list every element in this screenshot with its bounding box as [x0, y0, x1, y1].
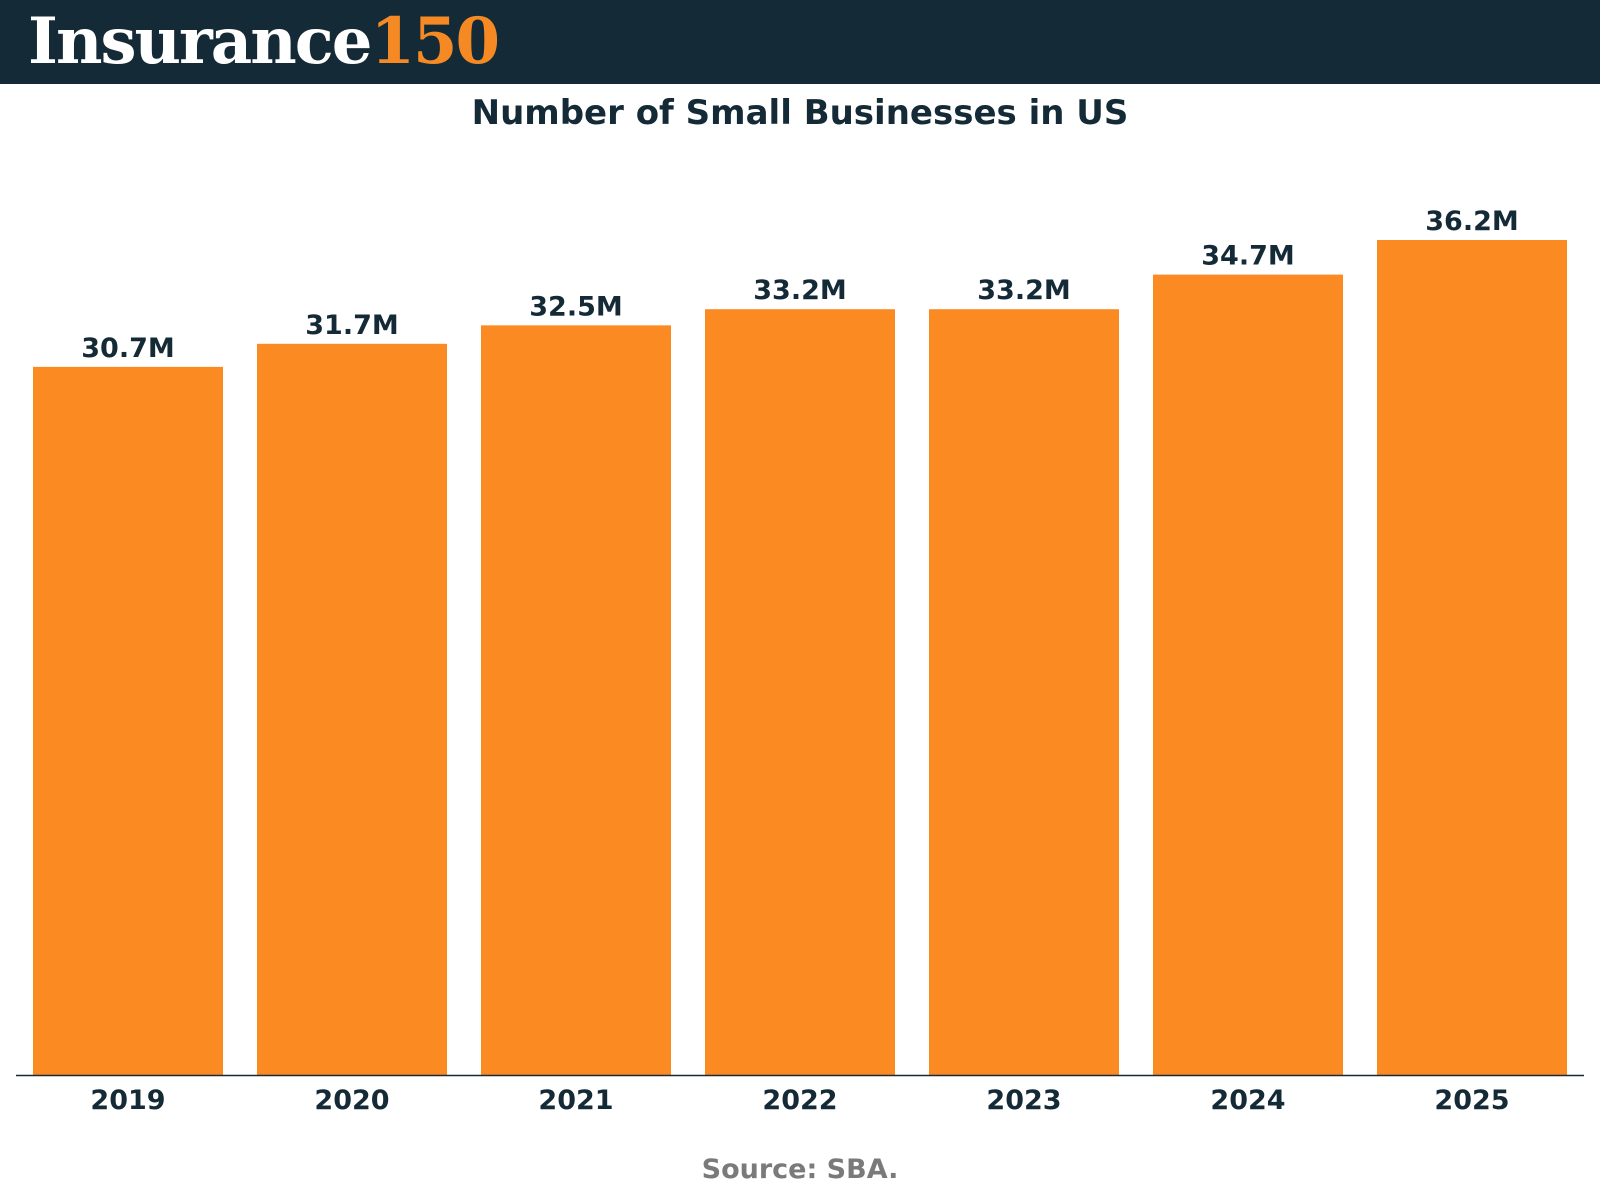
bar-value-label: 30.7M [81, 333, 175, 364]
bar-value-label: 34.7M [1201, 241, 1295, 272]
bar-2022 [705, 309, 895, 1076]
brand-logo[interactable]: Insurance150 [28, 4, 500, 80]
bar-2025 [1377, 240, 1567, 1075]
chart-title: Number of Small Businesses in US [471, 93, 1129, 133]
bar-value-label: 31.7M [305, 310, 399, 341]
bar-2024 [1153, 274, 1343, 1075]
bar-value-label: 36.2M [1425, 206, 1519, 237]
brand-logo-word: Insurance [28, 4, 372, 79]
bar-value-label: 33.2M [753, 275, 847, 306]
x-tick-label: 2021 [538, 1085, 613, 1116]
x-tick-label: 2024 [1210, 1085, 1285, 1116]
x-tick-label: 2025 [1434, 1085, 1509, 1116]
x-tick-label: 2022 [762, 1085, 837, 1116]
brand-logo-number: 150 [370, 4, 500, 79]
header-banner: Insurance150 [0, 0, 1600, 84]
x-tick-label: 2020 [314, 1085, 389, 1116]
bar-value-label: 33.2M [977, 275, 1071, 306]
bar-2021 [481, 325, 671, 1075]
bar-2020 [257, 343, 447, 1075]
bar-2019 [33, 366, 223, 1076]
x-tick-label: 2023 [986, 1085, 1061, 1116]
bar-2023 [929, 309, 1119, 1076]
x-tick-label: 2019 [90, 1085, 165, 1116]
source-note: Source: SBA. [701, 1154, 899, 1185]
bar-value-label: 32.5M [529, 291, 623, 322]
